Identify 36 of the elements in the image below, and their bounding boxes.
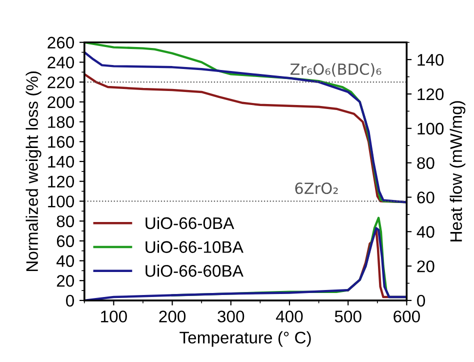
y2-tick-label: 40 <box>416 226 434 238</box>
x-tick-label: 500 <box>334 310 362 322</box>
y-tick-label: 0 <box>66 294 74 307</box>
y-tick-label: 40 <box>56 255 74 267</box>
annotation: Zr₆O₆(BDC)₆ <box>290 63 382 77</box>
legend-label: UiO-66-10BA <box>146 240 244 253</box>
x-tick-label: 300 <box>218 310 244 322</box>
x-tick-label: 200 <box>159 310 186 322</box>
annotation: 6ZrO₂ <box>295 182 338 194</box>
y2-tick-label: 140 <box>418 54 444 66</box>
y-tick-label: 100 <box>48 196 74 208</box>
legend-label: UiO-66-0BA <box>146 216 234 230</box>
y2-tick-label: 100 <box>418 122 444 135</box>
y-tick-label: 200 <box>48 96 74 108</box>
x-tick-label: 100 <box>101 310 127 322</box>
y2-tick-label: 60 <box>417 192 434 204</box>
y-tick-label: 140 <box>48 156 74 168</box>
y-tick-label: 60 <box>56 235 74 248</box>
x-tick-label: 600 <box>394 310 420 322</box>
y-tick-label: 260 <box>48 36 74 49</box>
y-tick-label: 120 <box>48 176 74 188</box>
y-tick-label: 240 <box>48 56 74 68</box>
x-tick-label: 400 <box>276 310 303 322</box>
y-axis-title: Normalized weight loss (%) <box>26 71 42 271</box>
y-tick-label: 20 <box>56 275 74 287</box>
y-tick-label: 220 <box>48 76 74 88</box>
y2-axis-title: Heat flow (mW/mg) <box>450 101 466 242</box>
y-tick-label: 160 <box>48 136 74 148</box>
x-axis-title: Temperature (° C) <box>180 331 311 347</box>
y2-tick-label: 80 <box>417 157 434 170</box>
y2-tick-label: 20 <box>417 260 434 272</box>
y-tick-label: 180 <box>48 116 74 128</box>
y2-tick-label: 0 <box>417 294 426 307</box>
legend-label: UiO-66-60BA <box>146 264 244 277</box>
y2-tick-label: 120 <box>418 88 444 100</box>
y-tick-label: 80 <box>56 215 74 228</box>
